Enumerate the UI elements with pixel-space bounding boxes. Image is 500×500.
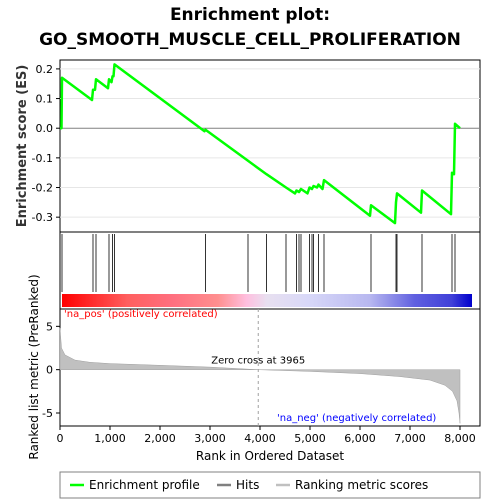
x-axis-label: Rank in Ordered Dataset [196, 449, 344, 463]
metric-tick-label: -5 [42, 407, 53, 420]
es-gridlines [60, 68, 480, 218]
metric-y-axis-label: Ranked list metric (PreRanked) [27, 274, 41, 459]
x-tick-label: 4,000 [244, 432, 276, 445]
x-tick-label: 1,000 [94, 432, 126, 445]
hits-marks [61, 234, 456, 292]
es-tick-label: -0.2 [32, 182, 53, 195]
legend-label-ranking: Ranking metric scores [295, 478, 428, 492]
ranking-metric-area [59, 328, 461, 424]
negative-correlation-label: 'na_neg' (negatively correlated) [277, 413, 436, 424]
legend: Enrichment profile Hits Ranking metric s… [59, 471, 481, 499]
metric-tick-label: 5 [46, 320, 53, 333]
es-tick-label: 0.1 [36, 93, 54, 106]
es-tick-label: 0.0 [36, 122, 54, 135]
es-tick-label: -0.3 [32, 211, 53, 224]
zero-cross-annotation: Zero cross at 3965 [211, 356, 305, 367]
es-y-ticks: 0.2 0.1 0.0 -0.1 -0.2 -0.3 [32, 63, 60, 224]
x-tick-label: 3,000 [194, 432, 226, 445]
x-tick-label: 2,000 [144, 432, 176, 445]
es-y-axis-label: Enrichment score (ES) [15, 65, 30, 228]
metric-tick-label: 0 [46, 364, 53, 377]
x-tick-label: 0 [57, 432, 64, 445]
x-tick-label: 7,000 [394, 432, 426, 445]
enrichment-profile-line [60, 63, 461, 225]
legend-frame [59, 471, 481, 499]
metric-y-ticks: 5 0 -5 [42, 320, 60, 420]
positive-correlation-label: 'na_pos' (positively correlated) [64, 309, 218, 320]
x-tick-label: 5,000 [294, 432, 326, 445]
x-axis-ticks: 0 1,000 2,000 3,000 4,000 5,000 6,000 7,000 8,00… [57, 426, 476, 445]
chart-title-line2: GO_SMOOTH_MUSCLE_CELL_PROLIFERATION [39, 30, 461, 50]
es-tick-label: 0.2 [36, 63, 54, 76]
legend-label-hits: Hits [236, 478, 259, 492]
x-tick-label: 6,000 [344, 432, 376, 445]
x-tick-label: 8,000 [444, 432, 476, 445]
rank-color-bar [62, 294, 472, 307]
chart-title-line1: Enrichment plot: [170, 5, 330, 25]
legend-label-enrichment: Enrichment profile [89, 478, 200, 492]
es-panel-frame [59, 59, 481, 233]
es-tick-label: -0.1 [32, 152, 53, 165]
